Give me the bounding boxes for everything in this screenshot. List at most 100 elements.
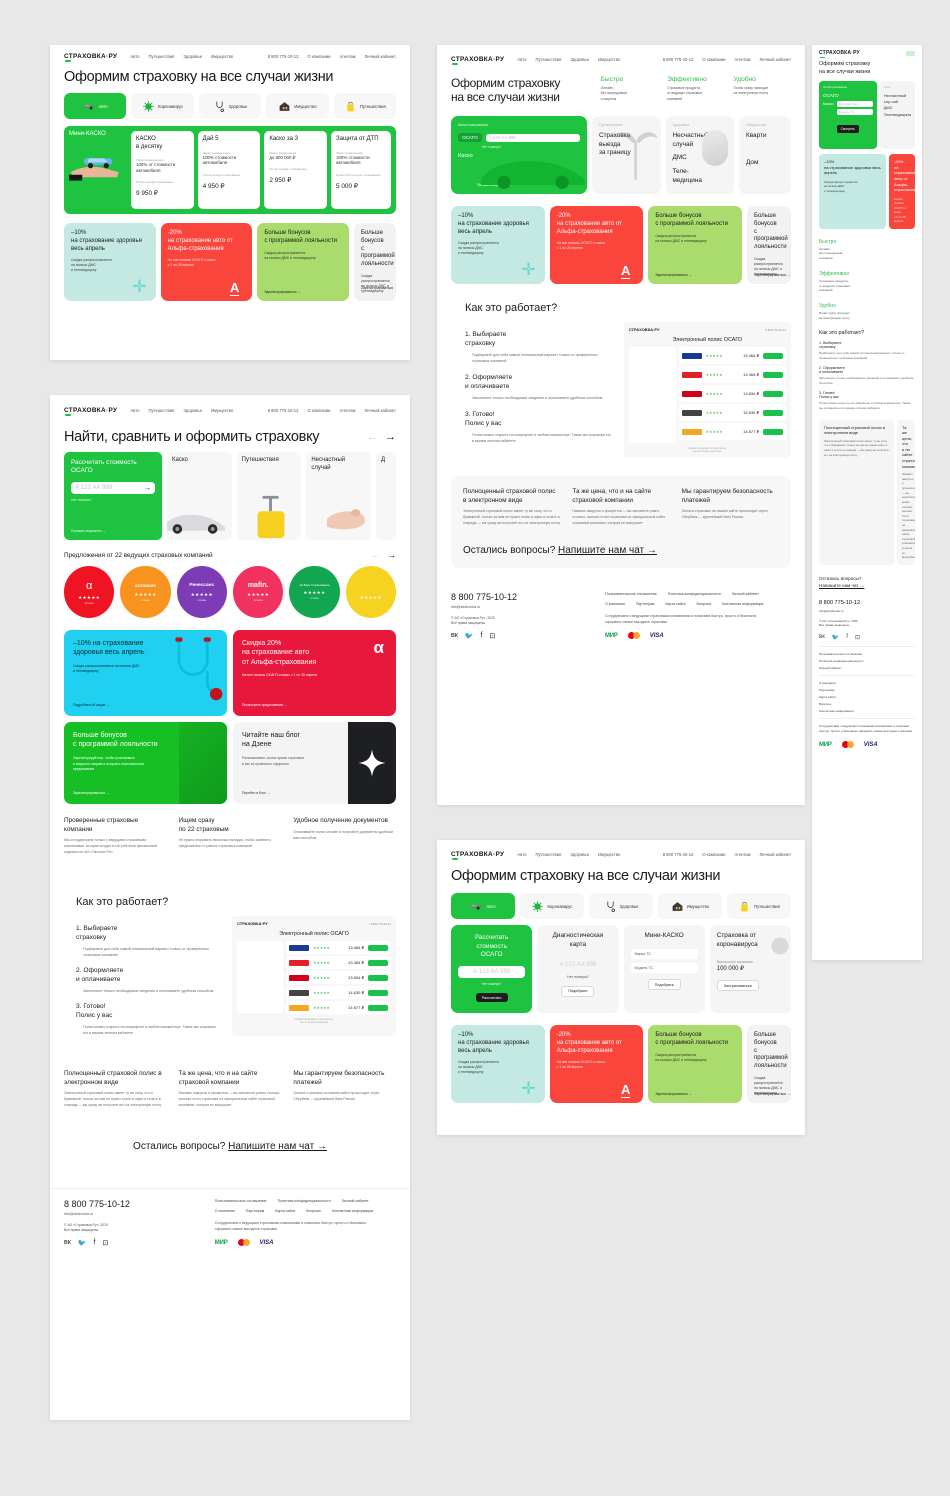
facebook-icon[interactable]: f: [846, 634, 848, 641]
nav-item-account[interactable]: Личный кабинет: [759, 56, 791, 62]
link-about[interactable]: О компании: [214, 1209, 235, 1214]
nav-item-about[interactable]: О компании: [307, 407, 331, 413]
select-button[interactable]: Подобрать: [647, 979, 681, 991]
company-mafin[interactable]: mafin. ★★★★★ отзывы: [232, 566, 284, 618]
carousel-prev-icon[interactable]: ←: [367, 431, 378, 443]
footer-phone[interactable]: 8 800 775-10-12: [819, 599, 861, 606]
promo-loyalty[interactable]: Больше бонусов с программой лояльности З…: [64, 722, 227, 804]
offer-buy-button[interactable]: [368, 959, 388, 966]
nav-item-property[interactable]: Имущество: [598, 56, 621, 62]
twitter-icon[interactable]: 🐦: [464, 633, 474, 641]
nav-item-agents[interactable]: Агентам: [339, 53, 356, 59]
nav-item-health[interactable]: Здоровье: [570, 56, 590, 62]
company-soglasie[interactable]: согласие ★★★★★ отзывы: [120, 566, 171, 618]
category-card-accident[interactable]: Несчастный случай: [306, 452, 372, 540]
nav-item-about[interactable]: О компании: [702, 851, 726, 857]
nav-item-health[interactable]: Здоровье: [183, 407, 203, 413]
promo-card-loyalty-2[interactable]: Больше бонусов с программой лояльности С…: [747, 206, 792, 284]
link-partners[interactable]: Партнерам: [245, 1209, 265, 1214]
nav-item-about[interactable]: О компании: [307, 53, 331, 59]
promo-card-health[interactable]: –10% на страхование здоровья весь апрель…: [451, 206, 545, 284]
chip-travel[interactable]: Путешествия: [333, 93, 397, 119]
nav-item-account[interactable]: Личный кабинет: [364, 53, 396, 59]
chip-auto[interactable]: Авто: [64, 93, 127, 119]
show-options-link[interactable]: Показать варианты →: [71, 529, 106, 533]
nav-item-agents[interactable]: Агентам: [734, 56, 751, 62]
link-terms[interactable]: Пользовательское соглашение: [605, 592, 657, 597]
osago-calc-card[interactable]: Рассчитать стоимость ОСАГО А 123 АА 999 …: [64, 452, 162, 540]
offer-buy-button[interactable]: [368, 974, 388, 981]
offer-buy-button[interactable]: [763, 428, 783, 435]
link-about[interactable]: О компании: [819, 681, 836, 686]
link-faq[interactable]: Вопросы: [819, 702, 832, 707]
product-card[interactable]: Защита от ДТП Лимит возмещения 100% стои…: [331, 131, 392, 209]
view-button[interactable]: Смотреть: [836, 125, 859, 134]
promo-card-alfa[interactable]: -20% на страхование авто от Альфа-страхо…: [549, 1025, 644, 1103]
osago-calc-card[interactable]: Рассчитать стоимость ОСАГО А 123 АА 999 …: [451, 925, 533, 1013]
instagram-icon[interactable]: ⊡: [102, 1240, 109, 1248]
product-card[interactable]: КАСКО в десятку Лимит возмещения 100% от…: [131, 131, 194, 209]
plate-input[interactable]: А 123 АА 999: [485, 133, 580, 142]
promo-link[interactable]: Зарегистрироваться →: [264, 290, 301, 294]
promo-card-health[interactable]: –10% на страхование здоровья весь апрель…: [64, 223, 156, 301]
promo-link[interactable]: Зарегистрироваться →: [754, 1092, 791, 1096]
footer-phone[interactable]: 8 800 775-10-12: [451, 592, 518, 603]
link-about[interactable]: О компании: [605, 602, 625, 607]
menu-icon[interactable]: [906, 50, 915, 56]
promo-link[interactable]: Зарегистрироваться →: [361, 286, 394, 294]
promo-alfa-discount[interactable]: Скидка 20% на страхование авто от Альфа-…: [233, 630, 396, 716]
promo-link[interactable]: Зарегистрироваться →: [655, 1092, 692, 1096]
travel-card[interactable]: Путешествия Страховка выезда за границу: [592, 116, 661, 194]
category-card-partial[interactable]: Д: [376, 452, 397, 540]
vk-icon[interactable]: вк: [64, 1239, 71, 1247]
model-input[interactable]: Модель ТС: [836, 109, 873, 116]
link-sitemap[interactable]: Карта сайта: [275, 1209, 296, 1214]
link-faq[interactable]: Вопросы: [696, 602, 712, 607]
mini-kasko-card[interactable]: Мини-КАСКО Марка ТС Модель ТС Подобрать: [623, 925, 705, 1013]
nav-item-travel[interactable]: Путешествия: [535, 851, 562, 857]
offer-buy-button[interactable]: [368, 944, 388, 951]
promo-link[interactable]: Зарегистрироваться →: [655, 273, 692, 277]
chat-link[interactable]: Напишите нам чат →: [228, 1141, 327, 1153]
nav-item-travel[interactable]: Путешествия: [148, 407, 175, 413]
company-alfa[interactable]: α ★★★★★ отзывы: [64, 566, 115, 618]
promo-card-health[interactable]: –10% на страхование здоровья весь апрель…: [819, 154, 886, 229]
promo-card-alfa[interactable]: -20% на страхование авто от Альфа-страхо…: [889, 154, 915, 229]
offers-prev-icon[interactable]: ←: [371, 550, 380, 560]
promo-card-loyalty-2[interactable]: Больше бонусов с программой лояльности С…: [747, 1025, 792, 1103]
link-sitemap[interactable]: Карта сайта: [665, 602, 686, 607]
no-plate-link[interactable]: Нет номера?: [71, 498, 92, 502]
logo[interactable]: СТРАХОВКА·РУ: [64, 406, 118, 416]
nav-item-health[interactable]: Здоровье: [183, 53, 203, 59]
property-card[interactable]: Имущество Кварти Дом: [739, 116, 791, 194]
promo-link[interactable]: Перейти в блог →: [242, 791, 271, 795]
offers-next-icon[interactable]: →: [387, 550, 396, 560]
chat-link[interactable]: Напишите нам чат →: [819, 582, 865, 588]
link-partners[interactable]: Партнерам: [819, 688, 835, 693]
nav-item-auto[interactable]: Авто: [130, 407, 140, 413]
footer-email[interactable]: info@strahovka.ru: [64, 1212, 94, 1217]
link-sitemap[interactable]: Карта сайта: [819, 695, 836, 700]
auto-insurance-card[interactable]: Автострахование ОСАГО Каско Mercedes-Ben…: [819, 81, 877, 150]
chat-link[interactable]: Напишите нам чат →: [558, 545, 657, 557]
vk-icon[interactable]: вк: [451, 632, 458, 640]
promo-card-loyalty[interactable]: Больше бонусов с программой лояльности С…: [648, 206, 743, 284]
chip-property[interactable]: Имущество: [266, 93, 329, 119]
link-terms[interactable]: Пользовательское соглашение: [819, 652, 863, 657]
nav-item-about[interactable]: О компании: [702, 56, 726, 62]
chip-property[interactable]: Имущество: [658, 893, 722, 919]
link-contacts[interactable]: Контактная информация: [332, 1209, 374, 1214]
link-account[interactable]: Личный кабинет: [731, 592, 759, 597]
no-plate-link[interactable]: Нет номера?: [482, 981, 502, 986]
header-phone[interactable]: 8 800 775-10-12: [662, 56, 694, 62]
promo-card-loyalty-2[interactable]: Больше бонусов с программой лояльности С…: [354, 223, 397, 301]
chip-travel[interactable]: Путешествия: [727, 893, 791, 919]
footer-phone[interactable]: 8 800 775-10-12: [64, 1199, 131, 1210]
promo-card-loyalty[interactable]: Больше бонусов с программой лояльности С…: [257, 223, 350, 301]
nav-item-auto[interactable]: Авто: [130, 53, 140, 59]
facebook-icon[interactable]: f: [93, 1239, 96, 1247]
promo-card-alfa[interactable]: -20% на страхование авто от Альфа-страхо…: [549, 206, 644, 284]
offer-buy-button[interactable]: [368, 1004, 388, 1011]
offer-buy-button[interactable]: [763, 409, 783, 416]
chip-health[interactable]: Здоровье: [198, 93, 262, 119]
